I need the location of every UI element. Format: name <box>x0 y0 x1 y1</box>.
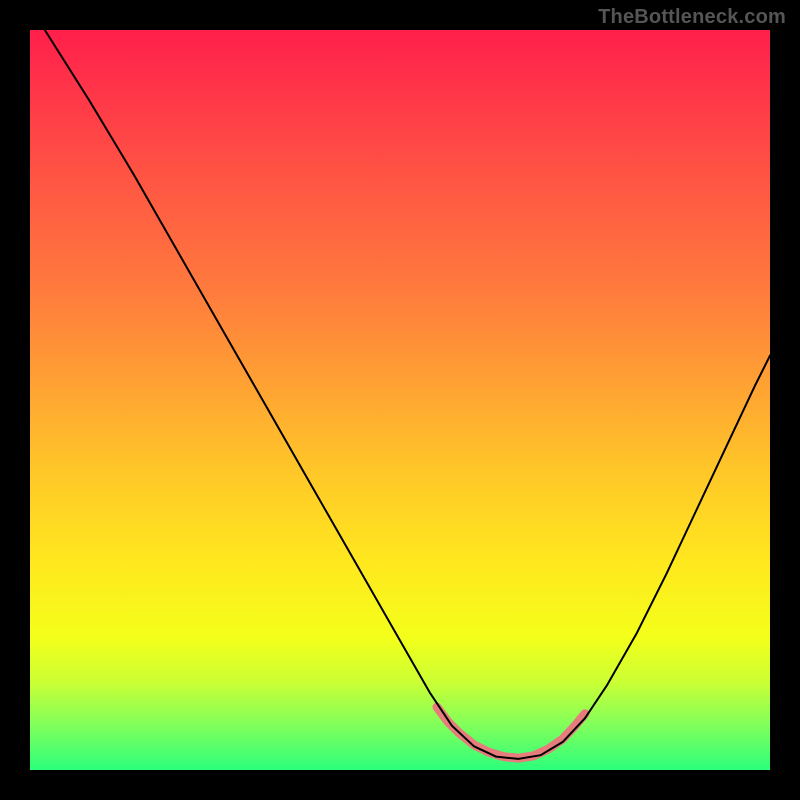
bottleneck-curve-chart <box>30 30 770 770</box>
plot-area <box>30 30 770 770</box>
chart-frame: TheBottleneck.com <box>0 0 800 800</box>
chart-background <box>30 30 770 770</box>
watermark-text: TheBottleneck.com <box>598 6 786 29</box>
